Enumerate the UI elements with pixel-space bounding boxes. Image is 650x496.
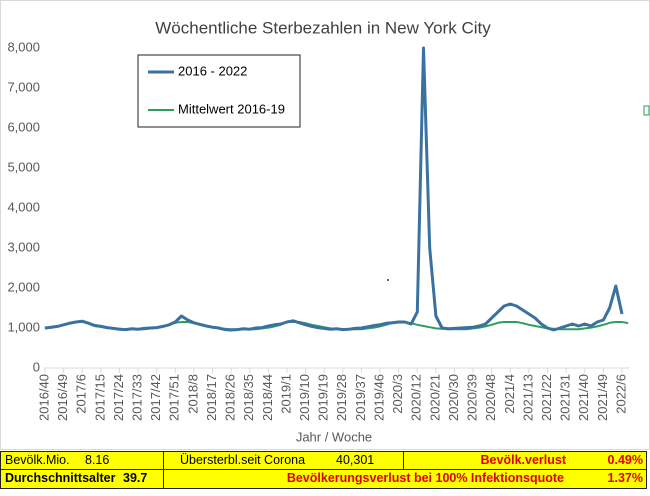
x-tick-label: 2017/51 [167,374,182,421]
x-tick-label: 2018/44 [260,374,275,421]
table-cell: Bevölk.Mio. 8.16 [0,451,164,470]
x-tick-label: 2019/10 [297,374,312,421]
table-cell: Übersterbl.seit Corona 40,301 [163,451,404,470]
x-tick-label: 2020/48 [483,374,498,421]
table-cell: Bevölk.verlust 0.49% [403,451,647,470]
legend-box [137,54,301,128]
x-tick-label: 2017/33 [130,374,145,421]
cell-text: Bevölk.Mio. [5,453,70,467]
x-tick-label: 2021/40 [576,374,591,421]
chart-frame [0,0,650,450]
y-tick-label: 3,000 [7,239,40,254]
cell-text: 1.37% [607,471,643,485]
x-tick-label: 2021/13 [520,374,535,421]
cell-text: Bevölkerungsverlust bei 100% Infektionsq… [286,471,564,485]
x-tick-label: 2019/37 [353,374,368,421]
legend-label: Mittelwert 2016-19 [178,101,285,116]
x-tick-label: 2020/12 [409,374,424,421]
cell-text: 0.49% [607,453,643,467]
series-line [44,46,624,332]
chart-title: Wöchentliche Sterbezahlen in New York Ci… [155,18,491,37]
stray-dot [387,279,389,281]
x-axis-label: Jahr / Woche [296,429,372,444]
legend-label: 2016 - 2022 [178,63,247,78]
chart: Wöchentliche Sterbezahlen in New York Ci… [0,0,650,450]
cell-text: 40,301 [336,453,375,467]
cell-text: 39.7 [123,471,148,485]
x-tick-label: 2017/6 [74,374,89,414]
x-tick-label: 2017/42 [148,374,163,421]
cell-text: Durchschnittsalter [5,471,116,485]
x-tick-label: 2018/17 [204,374,219,421]
x-tick-label: 2021/22 [539,374,554,421]
x-tick-label: 2020/21 [427,374,442,421]
cell-text: Übersterbl.seit Corona [180,453,306,467]
y-tick-label: 5,000 [7,159,40,174]
x-tick-label: 2019/28 [334,374,349,421]
x-tick-label: 2018/35 [241,374,256,421]
x-tick-label: 2020/3 [390,374,405,414]
x-tick-label: 2019/46 [371,374,386,421]
y-tick-label: 7,000 [7,79,40,94]
x-tick-label: 2020/30 [446,374,461,421]
table-cell: Durchschnittsalter 39.7 [0,469,164,489]
cell-text: Bevölk.verlust [480,453,566,467]
cell-marker [643,105,650,116]
x-tick-label: 2021/4 [502,374,517,414]
x-tick-label: 2020/39 [465,374,480,421]
x-tick-label: 2018/8 [185,374,200,414]
x-tick-label: 2019/1 [278,374,293,414]
x-tick-label: 2016/49 [55,374,70,421]
y-tick-label: 6,000 [7,119,40,134]
y-tick-label: 4,000 [7,199,40,214]
x-tick-label: 2017/24 [111,374,126,421]
x-tick-label: 2022/6 [613,374,628,414]
x-tick-label: 2018/26 [223,374,238,421]
y-tick-label: 2,000 [7,279,40,294]
cell-text: 8.16 [85,453,110,467]
y-tick-label: 8,000 [7,39,40,54]
y-tick-label: 0 [33,359,40,374]
table-cell: Bevölkerungsverlust bei 100% Infektionsq… [163,469,647,489]
x-tick-label: 2019/19 [316,374,331,421]
x-tick-label: 2016/40 [36,374,51,421]
x-tick-label: 2021/31 [558,374,573,421]
x-tick-label: 2017/15 [92,374,107,421]
y-tick-label: 1,000 [7,319,40,334]
x-tick-label: 2021/49 [595,374,610,421]
